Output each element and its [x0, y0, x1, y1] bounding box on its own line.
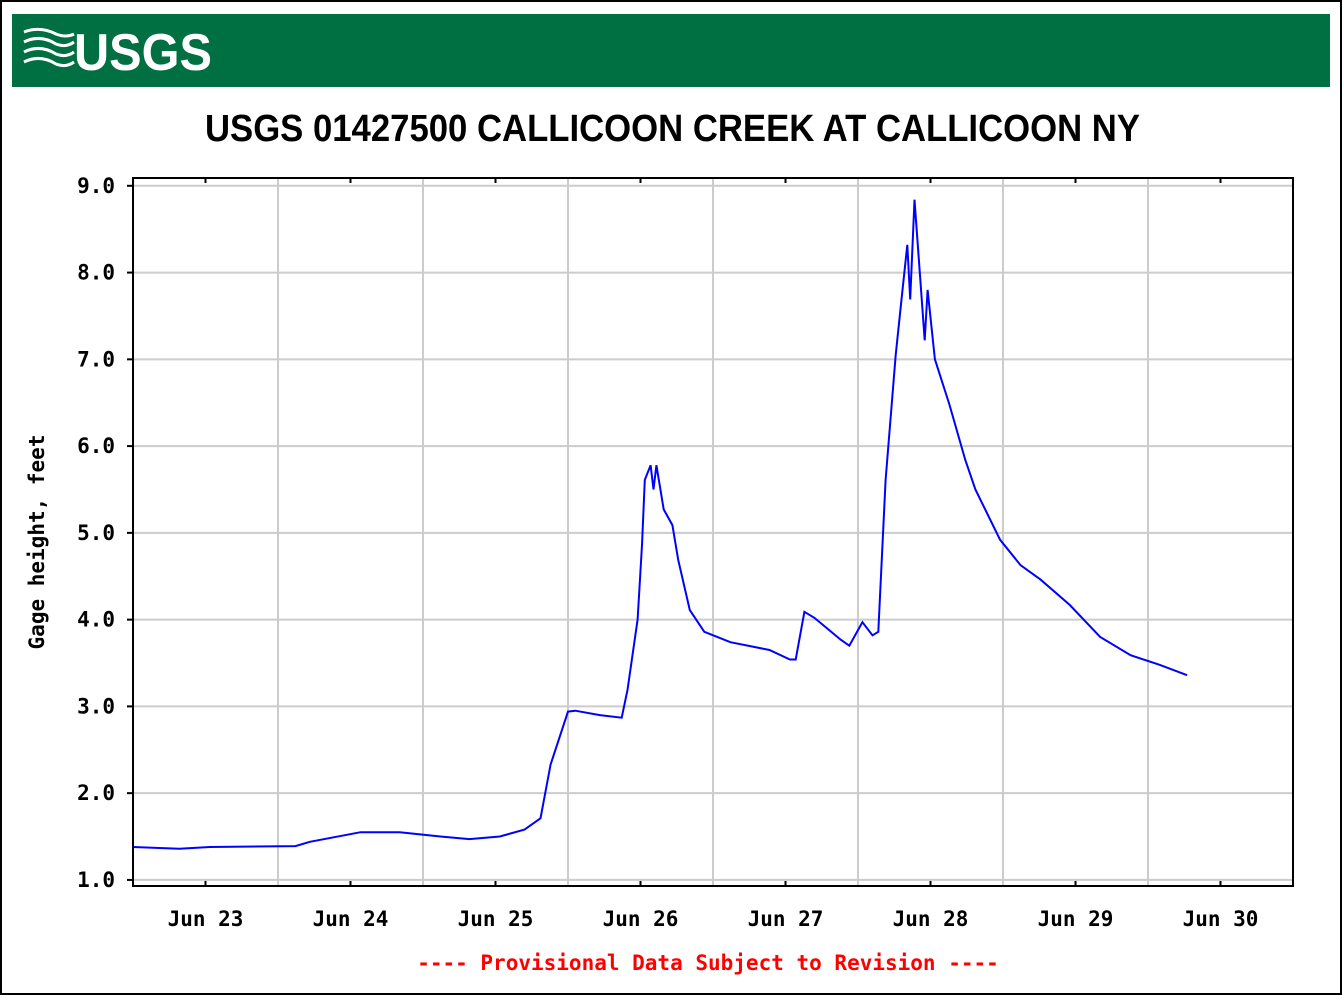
x-tick-label: Jun 24: [313, 907, 389, 931]
chart-title: USGS 01427500 CALLICOON CREEK AT CALLICO…: [205, 108, 1140, 150]
y-axis-label: Gage height, feet: [25, 435, 49, 650]
y-tick-label: 8.0: [77, 261, 115, 285]
logo-text: USGS: [74, 24, 212, 82]
x-tick-label: Jun 29: [1038, 907, 1114, 931]
x-tick-label: Jun 23: [168, 907, 244, 931]
y-tick-label: 9.0: [77, 174, 115, 198]
x-tick-label: Jun 25: [458, 907, 534, 931]
y-tick-label: 4.0: [77, 608, 115, 632]
x-tick-label: Jun 27: [748, 907, 824, 931]
plot: 1.0 2.0 3.0 4.0 5.0 6.0 7.0 8.0 9.0 Jun 23 Jun 24 J…: [77, 174, 1294, 931]
y-tick-label: 6.0: [77, 434, 115, 458]
footnote: ---- Provisional Data Subject to Revisio…: [417, 951, 999, 975]
x-tick-label: Jun 26: [603, 907, 679, 931]
y-tick-label: 3.0: [77, 694, 115, 718]
logo-icon: [23, 27, 75, 68]
y-tick-label: 7.0: [77, 347, 115, 371]
y-tick-label: 2.0: [77, 781, 115, 805]
x-tick-label: Jun 28: [893, 907, 969, 931]
y-tick-label: 5.0: [77, 521, 115, 545]
banner: [12, 14, 1330, 87]
plot-border: [132, 177, 1294, 887]
y-tick-label: 1.0: [77, 868, 115, 892]
data-line: [132, 199, 1188, 850]
x-tick-label: Jun 30: [1183, 907, 1259, 931]
